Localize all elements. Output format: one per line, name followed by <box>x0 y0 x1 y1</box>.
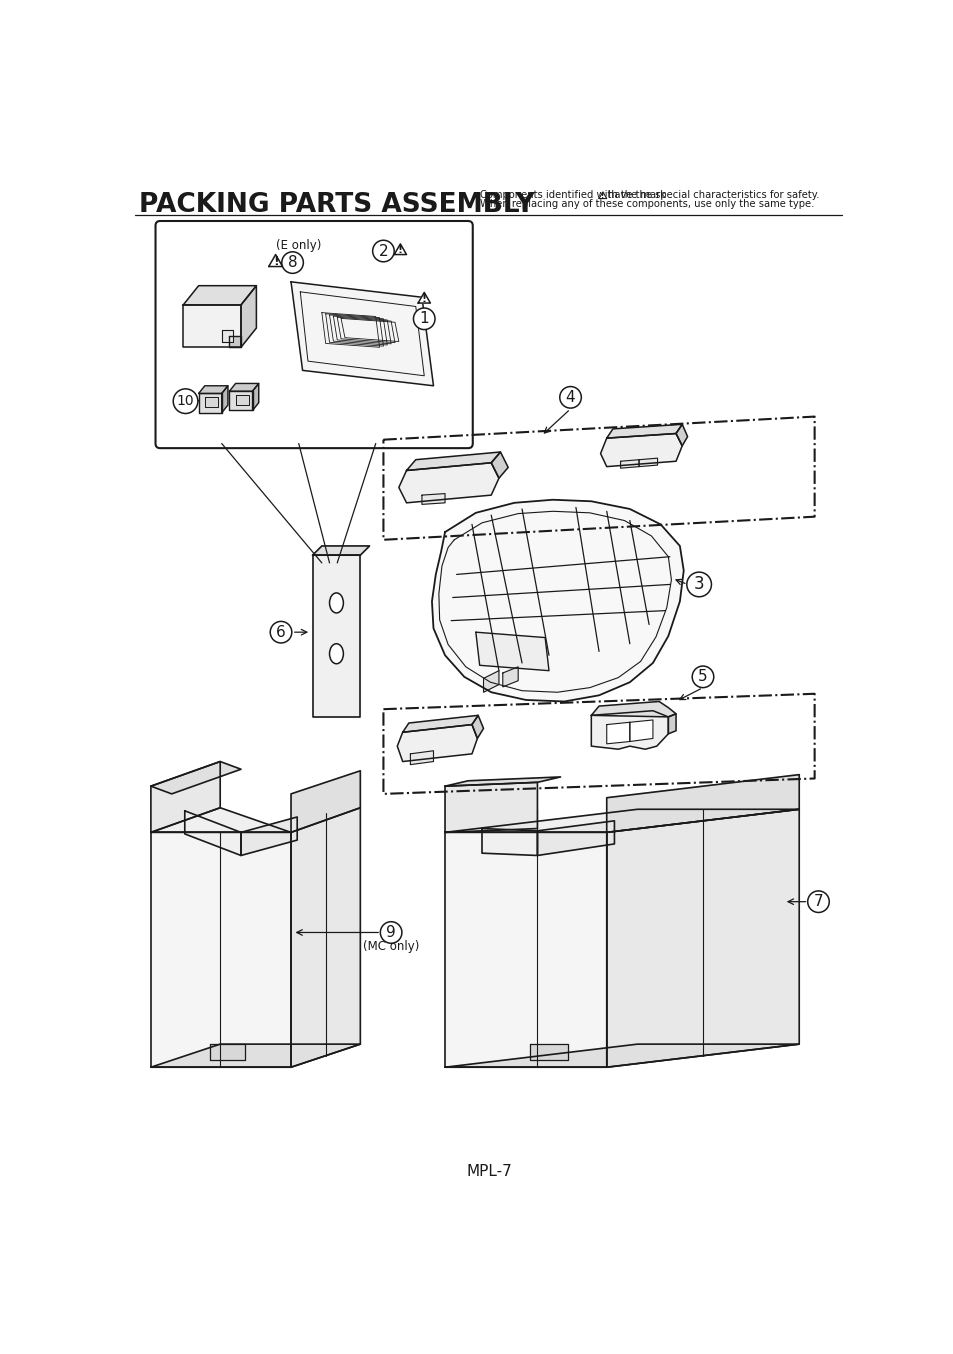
Text: !: ! <box>421 294 426 303</box>
Text: have the special characteristics for safety.: have the special characteristics for saf… <box>608 190 819 200</box>
Polygon shape <box>210 1044 245 1060</box>
Polygon shape <box>606 774 799 833</box>
Polygon shape <box>606 424 681 439</box>
Polygon shape <box>402 715 477 733</box>
Circle shape <box>807 891 828 913</box>
Polygon shape <box>269 255 282 267</box>
Polygon shape <box>410 750 433 765</box>
Polygon shape <box>291 808 360 1067</box>
Polygon shape <box>483 670 498 692</box>
Polygon shape <box>198 386 228 394</box>
Circle shape <box>559 386 580 408</box>
Polygon shape <box>151 761 220 833</box>
Circle shape <box>692 666 713 688</box>
Polygon shape <box>291 770 360 833</box>
Text: 4: 4 <box>565 390 575 405</box>
Polygon shape <box>313 555 360 716</box>
Polygon shape <box>151 761 241 793</box>
Polygon shape <box>432 500 683 701</box>
Polygon shape <box>476 632 548 670</box>
Ellipse shape <box>329 593 343 613</box>
Polygon shape <box>606 722 629 743</box>
Text: 5: 5 <box>698 669 707 684</box>
Polygon shape <box>151 808 291 833</box>
Text: 6: 6 <box>275 624 286 639</box>
Polygon shape <box>444 833 606 1067</box>
Polygon shape <box>241 286 256 347</box>
Polygon shape <box>183 305 241 347</box>
Text: 1: 1 <box>419 311 429 326</box>
Polygon shape <box>235 395 249 405</box>
Polygon shape <box>668 714 676 734</box>
Text: !: ! <box>273 255 278 268</box>
Polygon shape <box>606 810 799 1067</box>
Text: !: ! <box>600 192 604 199</box>
Polygon shape <box>444 810 799 833</box>
Polygon shape <box>406 452 500 470</box>
Polygon shape <box>537 821 614 856</box>
Circle shape <box>281 252 303 274</box>
Text: MPL-7: MPL-7 <box>466 1163 511 1179</box>
Polygon shape <box>502 666 517 686</box>
Polygon shape <box>421 494 444 504</box>
Polygon shape <box>229 383 258 391</box>
Polygon shape <box>444 1044 799 1067</box>
Circle shape <box>413 307 435 329</box>
Text: 2: 2 <box>378 244 388 259</box>
Polygon shape <box>598 192 606 199</box>
FancyBboxPatch shape <box>155 221 473 448</box>
Circle shape <box>270 621 292 643</box>
Circle shape <box>373 240 394 261</box>
Polygon shape <box>394 244 406 255</box>
Polygon shape <box>676 424 687 445</box>
Polygon shape <box>151 833 291 1067</box>
Circle shape <box>380 922 401 944</box>
Text: (MC only): (MC only) <box>362 940 419 953</box>
Polygon shape <box>491 452 508 478</box>
Polygon shape <box>396 724 476 761</box>
Polygon shape <box>600 433 681 467</box>
Polygon shape <box>591 711 668 749</box>
Polygon shape <box>444 777 560 787</box>
Text: !: ! <box>397 245 402 255</box>
Text: 10: 10 <box>176 394 194 408</box>
Polygon shape <box>185 811 241 856</box>
Polygon shape <box>639 458 657 467</box>
Polygon shape <box>229 391 253 410</box>
Ellipse shape <box>329 643 343 663</box>
Polygon shape <box>291 282 433 386</box>
Polygon shape <box>313 546 369 555</box>
Polygon shape <box>529 1044 568 1060</box>
Polygon shape <box>417 292 430 303</box>
Text: 7: 7 <box>813 894 822 909</box>
Text: PACKING PARTS ASSEMBLY: PACKING PARTS ASSEMBLY <box>138 192 534 218</box>
Text: 9: 9 <box>386 925 395 940</box>
Polygon shape <box>198 394 221 413</box>
Polygon shape <box>253 383 258 410</box>
Polygon shape <box>151 1044 360 1067</box>
Text: Components identified with the mark: Components identified with the mark <box>479 190 665 200</box>
Polygon shape <box>398 463 498 502</box>
Text: When replacing any of these components, use only the same type.: When replacing any of these components, … <box>479 199 813 209</box>
Text: (E only): (E only) <box>275 240 321 252</box>
Text: 8: 8 <box>288 255 297 269</box>
Polygon shape <box>229 336 241 347</box>
Polygon shape <box>221 330 233 343</box>
Circle shape <box>173 389 197 413</box>
Polygon shape <box>221 386 228 413</box>
Polygon shape <box>629 720 652 742</box>
Polygon shape <box>481 829 537 856</box>
Polygon shape <box>205 397 217 408</box>
Text: 3: 3 <box>693 575 703 593</box>
Polygon shape <box>444 783 537 833</box>
Circle shape <box>686 573 711 597</box>
Polygon shape <box>591 701 676 716</box>
Polygon shape <box>183 286 256 305</box>
Polygon shape <box>620 460 639 468</box>
Polygon shape <box>241 816 297 856</box>
Polygon shape <box>472 715 483 738</box>
